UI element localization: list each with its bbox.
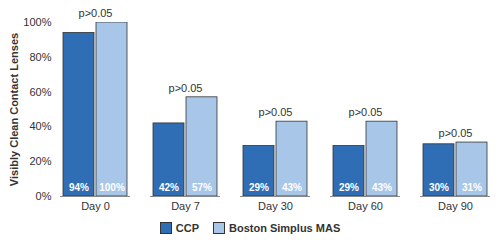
svg-text:p>0.05: p>0.05 xyxy=(169,82,203,94)
svg-text:60%: 60% xyxy=(29,86,51,98)
svg-text:57%: 57% xyxy=(192,182,212,193)
svg-text:100%: 100% xyxy=(23,16,51,28)
svg-text:p>0.05: p>0.05 xyxy=(439,127,473,139)
svg-text:31%: 31% xyxy=(462,182,482,193)
svg-text:Visibly Clean Contact Lenses: Visibly Clean Contact Lenses xyxy=(8,33,20,186)
svg-text:29%: 29% xyxy=(339,182,359,193)
svg-text:100%: 100% xyxy=(99,182,125,193)
svg-text:Day 0: Day 0 xyxy=(81,200,110,212)
svg-text:Day 60: Day 60 xyxy=(348,200,383,212)
svg-text:42%: 42% xyxy=(159,182,179,193)
svg-text:0%: 0% xyxy=(36,190,52,202)
svg-text:43%: 43% xyxy=(372,182,392,193)
svg-text:Day 90: Day 90 xyxy=(438,200,473,212)
svg-text:80%: 80% xyxy=(29,51,51,63)
html-text:CCP: CCP xyxy=(175,222,199,234)
svg-text:43%: 43% xyxy=(282,182,302,193)
svg-text:29%: 29% xyxy=(249,182,269,193)
html-text:Boston Simplus MAS: Boston Simplus MAS xyxy=(229,222,341,234)
svg-text:94%: 94% xyxy=(69,182,89,193)
svg-text:p>0.05: p>0.05 xyxy=(79,7,113,19)
svg-text:p>0.05: p>0.05 xyxy=(259,106,293,118)
svg-text:Day 7: Day 7 xyxy=(171,200,200,212)
svg-text:20%: 20% xyxy=(29,155,51,167)
svg-text:40%: 40% xyxy=(29,120,51,132)
svg-text:30%: 30% xyxy=(429,182,449,193)
svg-text:Day 30: Day 30 xyxy=(258,200,293,212)
svg-text:p>0.05: p>0.05 xyxy=(349,106,383,118)
